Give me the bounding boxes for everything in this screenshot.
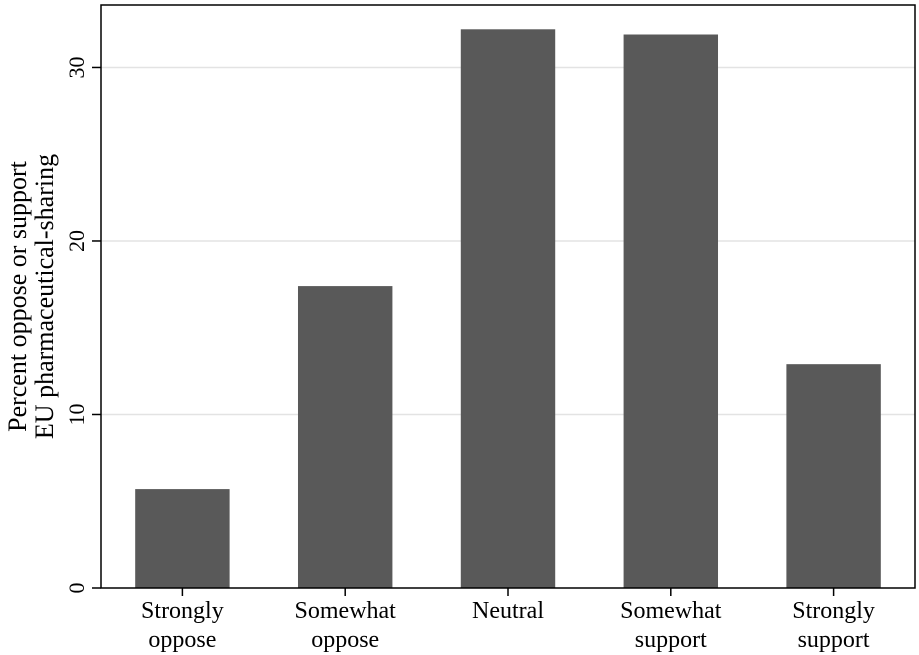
x-category-label-1-line-1: oppose	[311, 627, 379, 653]
bar-1	[297, 286, 393, 588]
x-category-label-3-line-1: support	[635, 627, 707, 653]
x-category-label-4-line-0: Strongly	[792, 598, 875, 624]
y-axis-ticks: 0 10 20 30	[64, 56, 101, 594]
x-category-label-0-line-1: oppose	[148, 627, 216, 653]
x-category-label-1-line-0: Somewhat	[295, 598, 397, 624]
bars	[135, 29, 881, 589]
x-category-label-0-line-0: Strongly	[141, 598, 224, 624]
y-axis-title-line-0: Percent oppose or support	[3, 160, 32, 432]
y-axis-title-line-1: EU pharmaceutical-sharing	[30, 154, 59, 439]
x-category-label-2-line-0: Neutral	[472, 598, 544, 624]
y-tick-label-10: 10	[64, 403, 89, 425]
bar-4	[786, 364, 881, 588]
bar-0	[135, 489, 230, 588]
x-category-label-4-line-1: support	[798, 627, 870, 653]
y-tick-label-20: 20	[64, 230, 89, 252]
y-tick-label-30: 30	[64, 56, 89, 78]
y-tick-label-0: 0	[64, 583, 89, 594]
x-category-label-3-line-0: Somewhat	[620, 598, 722, 624]
bar-3	[623, 34, 719, 589]
x-axis-category-labels: Strongly oppose Somewhat oppose Neutral Somew…	[141, 588, 875, 653]
bar-2	[460, 29, 556, 588]
